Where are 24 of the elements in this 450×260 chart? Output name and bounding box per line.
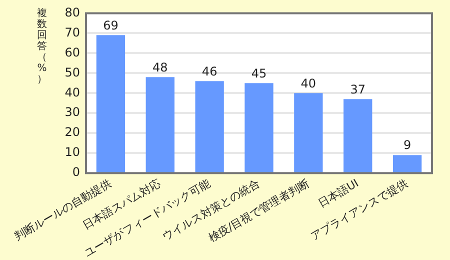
y-tick-label: 20 xyxy=(64,125,80,140)
bar xyxy=(294,93,323,173)
y-tick-label: 10 xyxy=(64,145,80,160)
data-label: 45 xyxy=(251,66,267,80)
y-axis-title: 複数回答（%） xyxy=(36,8,48,85)
y-tick-label: 0 xyxy=(72,165,80,180)
bar xyxy=(344,99,372,173)
y-tick-label: 70 xyxy=(64,25,80,40)
y-tick-label: 30 xyxy=(64,105,80,120)
data-label: 37 xyxy=(350,82,366,96)
bar xyxy=(96,35,126,173)
y-tick-label: 40 xyxy=(64,85,80,100)
bar xyxy=(195,81,224,173)
data-label: 48 xyxy=(152,60,168,74)
data-label: 46 xyxy=(202,64,218,78)
data-label: 40 xyxy=(300,76,316,90)
data-label: 69 xyxy=(103,18,118,32)
bar xyxy=(392,155,422,173)
data-label: 9 xyxy=(403,138,412,152)
y-tick-label: 80 xyxy=(64,5,80,20)
bar xyxy=(244,83,274,173)
y-tick-label: 50 xyxy=(64,65,80,80)
bar xyxy=(146,77,174,173)
y-tick-label: 60 xyxy=(64,45,80,60)
